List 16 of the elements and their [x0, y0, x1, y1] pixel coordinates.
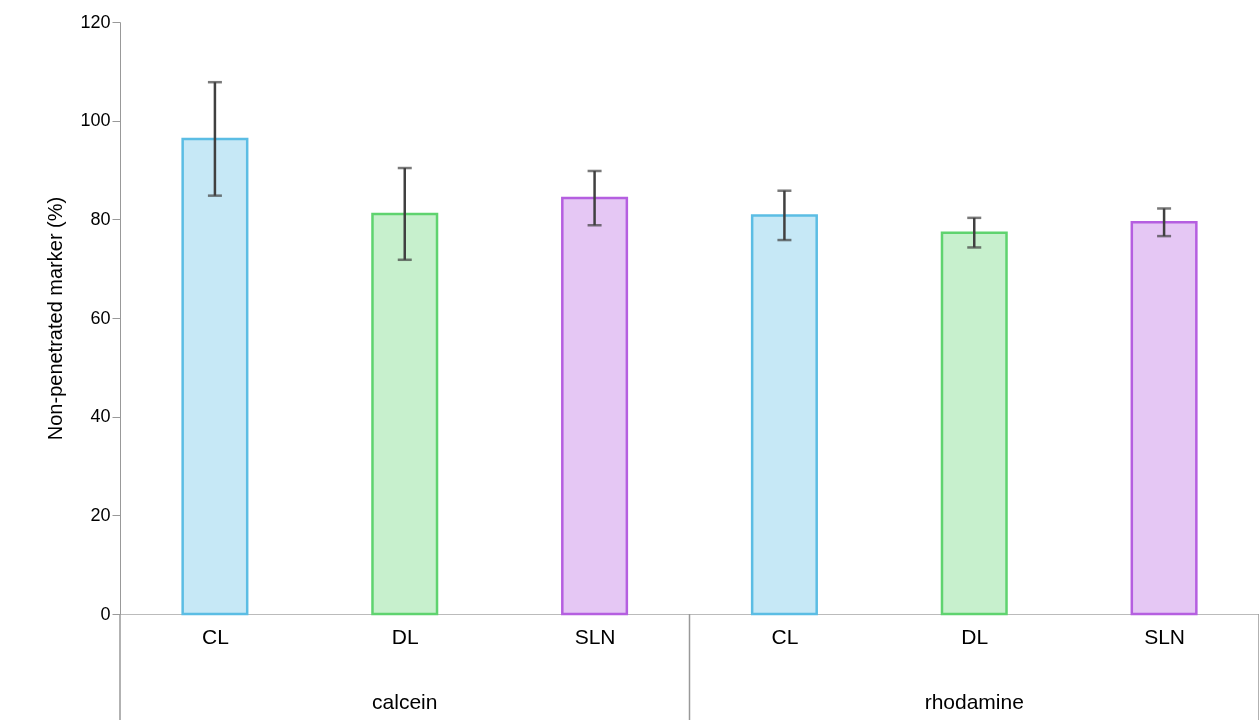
y-tick-label: 20: [90, 504, 111, 525]
x-tick-label: DL: [961, 624, 989, 648]
x-tick-label: DL: [391, 624, 419, 648]
y-tick-label: 0: [100, 603, 111, 624]
y-axis-title: Non-penetrated marker (%): [44, 196, 67, 441]
y-tick-label: 80: [90, 208, 111, 229]
y-tick-label: 100: [80, 110, 111, 131]
text: calcein: [372, 690, 438, 713]
x-tick-label: CL: [201, 624, 229, 648]
y-tick-label: 40: [90, 406, 111, 427]
text: rhodamine: [924, 690, 1024, 713]
x-tick-label: SLN: [1144, 624, 1186, 648]
x-tick-label: SLN: [574, 624, 616, 648]
y-tick-label: 120: [80, 11, 111, 32]
y-tick-label: 60: [90, 307, 111, 328]
x-tick-label: CL: [771, 624, 799, 648]
